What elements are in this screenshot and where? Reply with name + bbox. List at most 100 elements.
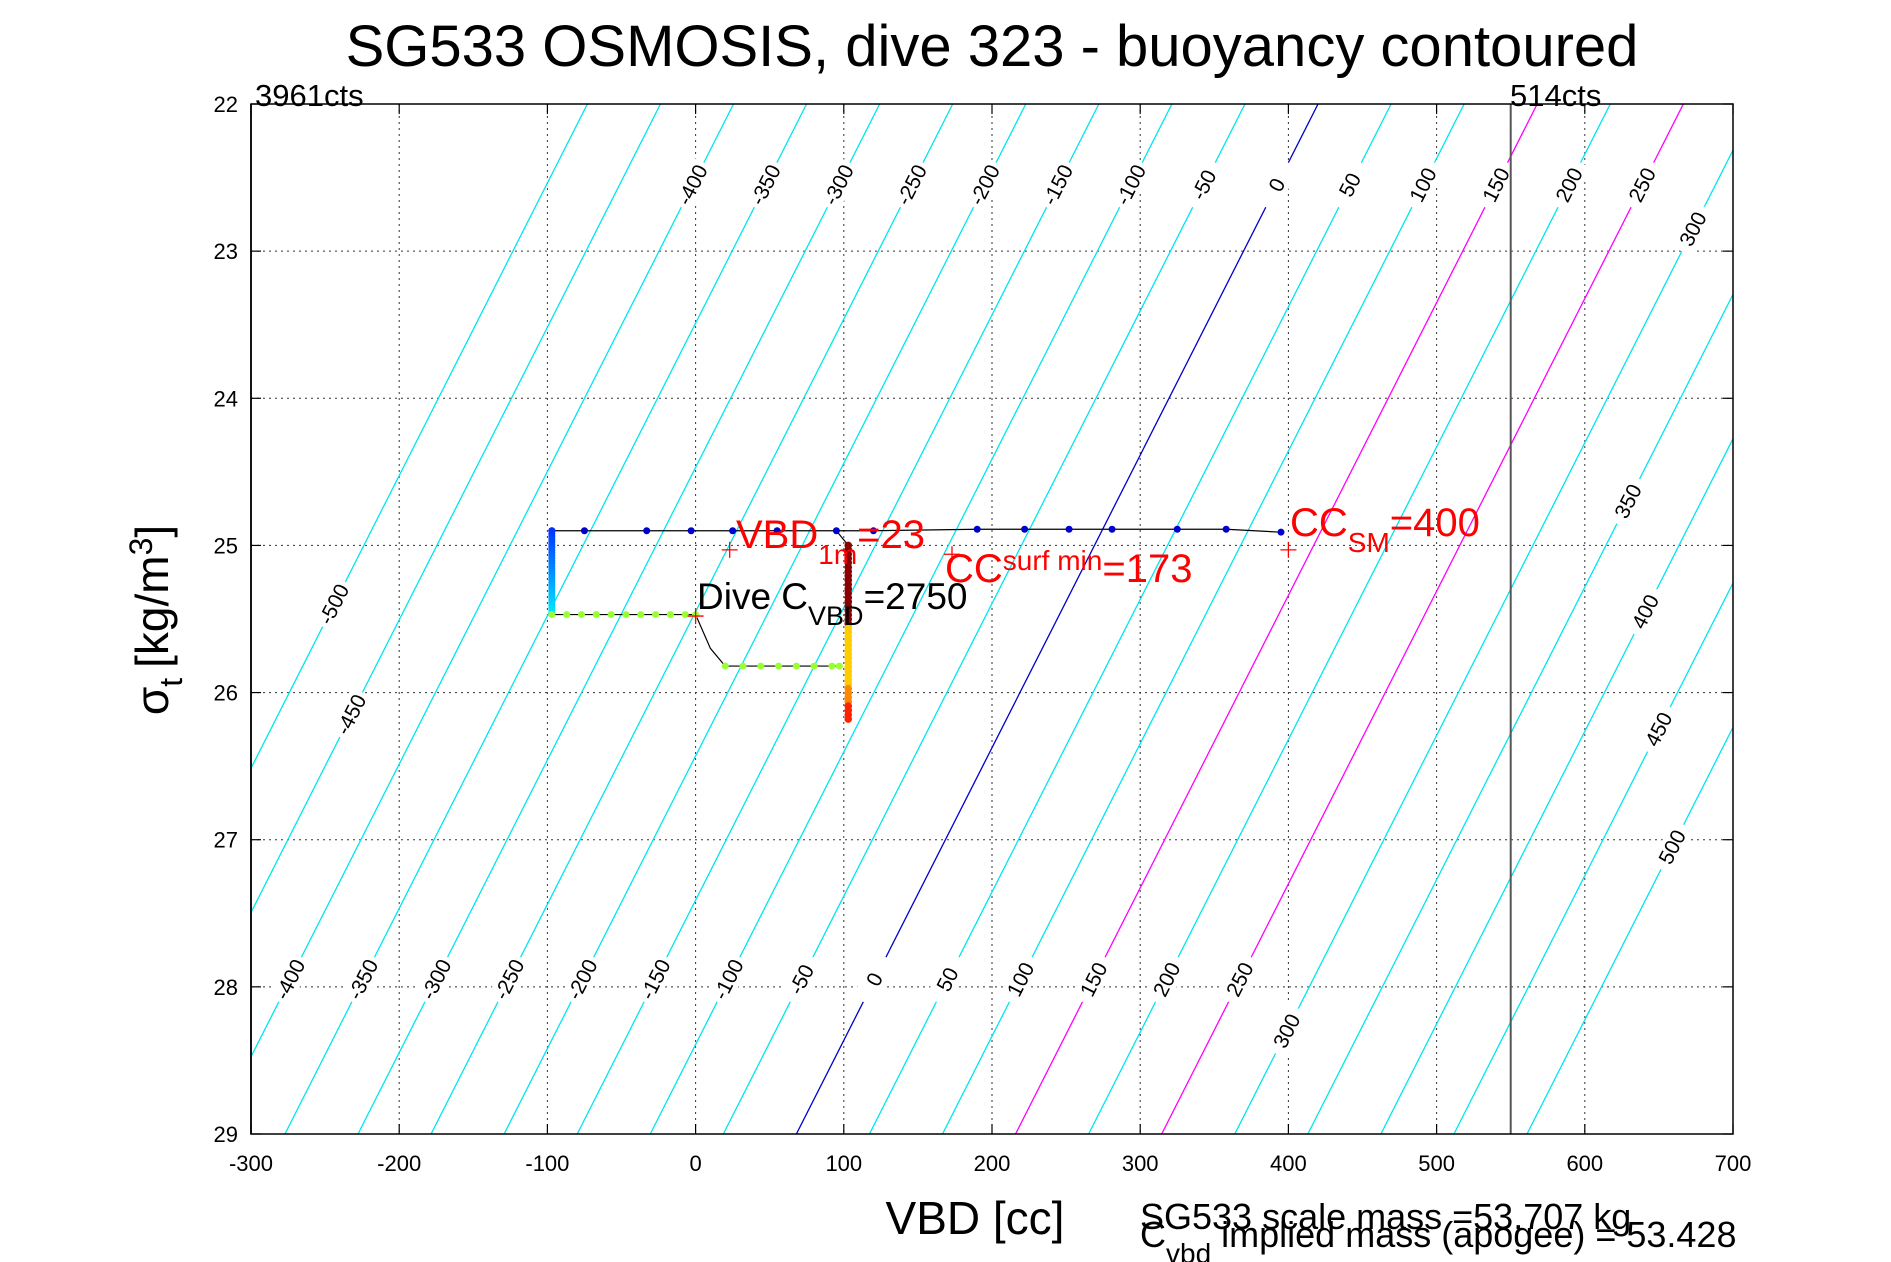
- y-tick-label: 26: [214, 681, 238, 706]
- dive-point: [607, 611, 615, 619]
- dive-point: [1222, 525, 1230, 533]
- dive-path-connector: [695, 614, 726, 667]
- dive-point: [844, 715, 853, 723]
- contour-label-bg: [1650, 819, 1695, 875]
- contour-label-bg: [1671, 201, 1716, 257]
- y-tick-label: 29: [214, 1122, 238, 1147]
- contour-label-bg: [743, 157, 788, 213]
- contour-label-bg: [1620, 157, 1665, 213]
- contour-label-bg: [1474, 157, 1519, 213]
- dive-point: [973, 525, 981, 533]
- dive-point: [622, 611, 630, 619]
- x-tick-label: -100: [525, 1151, 569, 1176]
- contour-label-bg: [1547, 157, 1592, 213]
- annotation-dive-c-value: =2750: [864, 576, 968, 617]
- contour-label-bg: [311, 576, 357, 633]
- annotation-cc-surf-sub: surf min: [1003, 545, 1103, 576]
- contour-label-bg: [998, 951, 1043, 1008]
- contour-label-bg: [670, 157, 715, 213]
- annotation-cc-sm-main: CC: [1290, 501, 1348, 545]
- contour-line: [251, 104, 662, 914]
- dive-point: [681, 611, 689, 619]
- contour-label-bg: [779, 951, 824, 1008]
- annotation-cc-sm-sub: SM: [1348, 527, 1390, 558]
- chart-title: SG533 OSMOSIS, dive 323 - buoyancy conto…: [346, 14, 1639, 79]
- footer-scale-mass: SG533 scale mass =53.707 kg: [1140, 1196, 1631, 1237]
- annotation-vbd-1m-main: VBD: [736, 513, 818, 557]
- dive-point: [548, 611, 556, 619]
- y-axis-label-close: ]: [126, 525, 178, 538]
- annotation-dive-c-vbd: Dive CVBD=2750: [697, 576, 967, 631]
- dive-point: [869, 527, 877, 535]
- y-axis-label-sub: t: [153, 678, 189, 687]
- dive-point: [775, 662, 783, 670]
- contour-label-bg: [1108, 157, 1153, 213]
- contour-label-bg: [1035, 157, 1080, 213]
- dive-point: [577, 611, 585, 619]
- footer-cvbd-main: C: [1140, 1214, 1166, 1255]
- y-axis-label-units: [kg/m: [126, 555, 178, 667]
- contour-label-bg: [1181, 157, 1227, 213]
- footer-implied-mass: Cvbd implied mass (apogee) = 53.428: [1140, 1214, 1736, 1262]
- contour-label-bg: [889, 157, 934, 213]
- contour-label-bg: [1636, 701, 1681, 758]
- dive-point: [739, 662, 747, 670]
- grid: [251, 104, 1733, 1134]
- dive-point: [637, 611, 645, 619]
- contour-label-bg: [633, 951, 678, 1008]
- contour-label-bg: [1401, 157, 1446, 213]
- y-tick-label: 22: [214, 92, 238, 117]
- contour-label-bg: [487, 951, 532, 1008]
- dive-point: [773, 527, 781, 535]
- contour-label-bg: [414, 951, 459, 1008]
- y-tick-label: 24: [214, 386, 238, 411]
- x-tick-label: 300: [1122, 1151, 1159, 1176]
- contour-label-bg: [816, 157, 861, 213]
- dive-point: [592, 611, 600, 619]
- dive-point: [757, 662, 765, 670]
- axis-ticks: -300 -200 -100 0 100 200 300 400 500 600 700 22 23 24…: [214, 92, 1752, 1176]
- annotation-vbd-1m: VBD1m=23: [736, 513, 925, 570]
- dive-point: [563, 611, 571, 619]
- markers: [687, 541, 1297, 625]
- dive-point: [810, 662, 818, 670]
- contour-label-bg: [852, 951, 897, 1008]
- annotation-cc-surf-value: =173: [1102, 547, 1192, 591]
- dive-point: [832, 527, 840, 535]
- contour-label-bg: [341, 951, 386, 1008]
- x-tick-label: 500: [1418, 1151, 1455, 1176]
- dive-point: [828, 662, 836, 670]
- contour-label-bg: [925, 951, 970, 1008]
- x-tick-label: -300: [229, 1151, 273, 1176]
- contour-line: [1307, 293, 1733, 1134]
- dive-point: [721, 662, 729, 670]
- dive-point: [835, 662, 843, 670]
- contour-line: [1526, 725, 1733, 1134]
- y-axis-label: σt [kg/m3]: [123, 525, 189, 715]
- x-axis-label: VBD [cc]: [886, 1192, 1065, 1244]
- x-tick-label: -200: [377, 1151, 421, 1176]
- x-tick-label: 400: [1270, 1151, 1307, 1176]
- contour-label-bg: [268, 951, 313, 1008]
- annotation-vbd-1m-value: =23: [857, 513, 925, 557]
- contour-label-bg: [962, 157, 1007, 213]
- contour-label-bg: [1144, 951, 1189, 1008]
- contour-label-bg: [560, 951, 605, 1008]
- annotation-dive-c-sub: VBD: [808, 601, 864, 631]
- contour-label-bg: [1217, 951, 1262, 1008]
- contour-label-bg: [1606, 473, 1651, 530]
- y-tick-label: 28: [214, 975, 238, 1000]
- contour-line: [1234, 148, 1733, 1134]
- dive-path: [548, 525, 1285, 723]
- dive-point: [1277, 528, 1285, 536]
- footer-cvbd-sub: vbd: [1166, 1238, 1211, 1262]
- x-tick-label: 700: [1715, 1151, 1752, 1176]
- contour-label-bg: [706, 951, 751, 1008]
- contour-line: [1453, 581, 1733, 1134]
- contour-label-bg: [1071, 951, 1116, 1008]
- dive-point: [652, 611, 660, 619]
- y-tick-label: 25: [214, 533, 238, 558]
- contour-label-bg: [329, 686, 374, 743]
- dive-point: [1108, 525, 1116, 533]
